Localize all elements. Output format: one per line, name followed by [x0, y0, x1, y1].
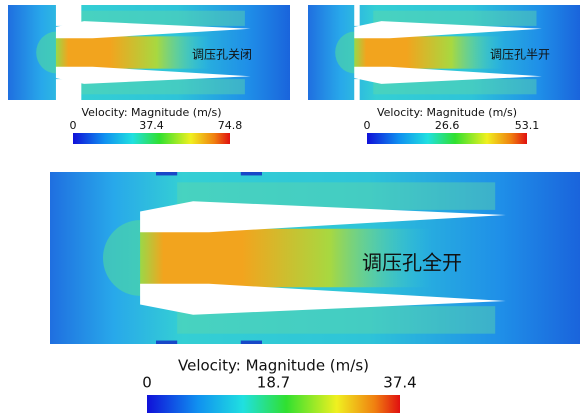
port-slit [354, 79, 359, 100]
colorbar-tick-label: 37.4 [383, 374, 416, 392]
port-edge [156, 172, 177, 175]
colorbar-tick-label: 53.1 [515, 119, 540, 132]
jet-core [354, 36, 504, 68]
port-edge [156, 341, 177, 344]
colorbar-tick-label: 0 [70, 119, 77, 132]
colorbar-tick-label: 74.8 [218, 119, 243, 132]
case-label: 调压孔关闭 [192, 48, 252, 62]
case-label: 调压孔半开 [490, 48, 550, 62]
flow-contour [50, 172, 580, 344]
port-slit [354, 5, 359, 26]
colorbar-tick-label: 18.7 [257, 374, 290, 392]
figure: 调压孔关闭 Velocity: Magnitude (m/s) 0 37.4 74.8 调… [0, 0, 587, 417]
colorbar-tick-label: 0 [142, 374, 152, 392]
colorbar-tick-label: 37.4 [139, 119, 164, 132]
colorbar [147, 395, 400, 413]
colorbar-title: Velocity: Magnitude (m/s) [377, 106, 517, 119]
jet-core [56, 36, 211, 68]
colorbar [367, 133, 527, 144]
colorbar-tick-label: 26.6 [435, 119, 460, 132]
colorbar-title: Velocity: Magnitude (m/s) [178, 357, 369, 375]
case-label: 调压孔全开 [362, 251, 462, 275]
colorbar-title: Velocity: Magnitude (m/s) [81, 106, 221, 119]
colorbar [73, 133, 230, 144]
port-edge [241, 341, 262, 344]
port-edge [241, 172, 262, 175]
colorbar-tick-label: 0 [364, 119, 371, 132]
closed-port [56, 79, 81, 100]
closed-port [56, 5, 81, 26]
